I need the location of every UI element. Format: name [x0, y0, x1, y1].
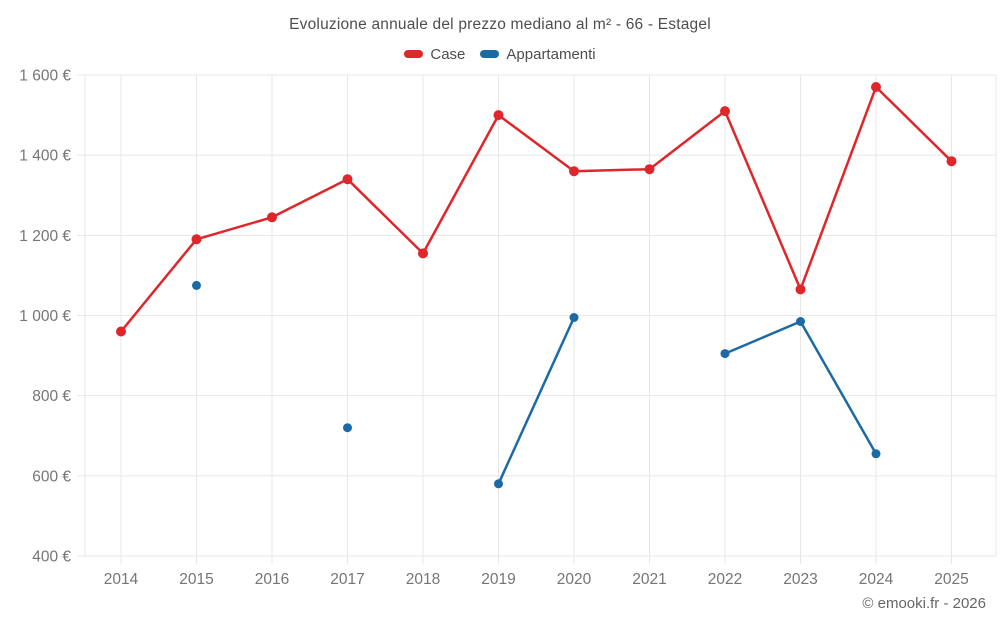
legend-label-appartamenti: Appartamenti [506, 45, 596, 63]
data-point[interactable] [795, 284, 806, 295]
y-axis-tick-label: 600 € [32, 468, 71, 485]
data-point[interactable] [116, 326, 126, 337]
series-case [116, 82, 957, 337]
legend-item-appartamenti[interactable]: Appartamenti [480, 45, 596, 63]
y-axis-tick-label: 1 400 € [19, 148, 71, 165]
series-appartamenti [192, 280, 881, 489]
y-axis-tick-label: 400 € [32, 549, 71, 566]
axis-ticks [77, 74, 952, 564]
x-axis-tick-label: 2019 [481, 571, 515, 588]
x-axis-tick-label: 2022 [708, 571, 742, 588]
copyright-credit: © emooki.fr - 2026 [862, 595, 986, 612]
data-point[interactable] [569, 313, 579, 322]
data-point[interactable] [871, 449, 881, 459]
chart-title: Evoluzione annuale del prezzo mediano al… [289, 16, 711, 33]
legend-label-case: Case [430, 45, 466, 63]
series-line-case [119, 85, 953, 333]
x-axis-tick-label: 2021 [632, 571, 666, 588]
x-axis-tick-label: 2018 [406, 571, 440, 588]
x-axis-tick-label: 2016 [255, 571, 289, 588]
data-point[interactable] [192, 280, 201, 290]
chart-legend: Case Appartamenti [0, 44, 1000, 64]
data-point[interactable] [871, 82, 881, 92]
data-point[interactable] [418, 248, 428, 259]
data-point[interactable] [569, 166, 579, 177]
data-point[interactable] [493, 110, 504, 121]
data-point[interactable] [946, 156, 957, 167]
data-point[interactable] [342, 174, 353, 185]
legend-item-case[interactable]: Case [404, 46, 465, 63]
x-axis-tick-label: 2023 [783, 571, 817, 588]
x-axis-tick-label: 2025 [934, 571, 968, 588]
series-line-appartamenti [497, 316, 878, 486]
y-axis-tick-label: 1 000 € [19, 308, 71, 325]
x-axis-tick-label: 2024 [859, 571, 894, 588]
data-point[interactable] [796, 317, 805, 326]
x-axis-tick-label: 2014 [104, 571, 139, 588]
x-axis-tick-label: 2017 [330, 571, 364, 588]
data-point[interactable] [644, 164, 655, 175]
data-point[interactable] [191, 234, 202, 245]
data-point[interactable] [720, 349, 730, 359]
legend-swatch-appartamenti-icon [480, 50, 500, 58]
axis-labels: 400 € 600 € 800 € 1 000 € 1 200 € 1 400 € 1 60… [19, 68, 968, 589]
x-axis-tick-label: 2015 [179, 571, 213, 588]
data-point[interactable] [343, 423, 352, 433]
legend-swatch-case-icon [404, 50, 424, 58]
data-point[interactable] [720, 106, 730, 117]
y-axis-tick-label: 800 € [32, 388, 71, 405]
data-point[interactable] [494, 479, 503, 489]
data-point[interactable] [267, 212, 277, 223]
y-axis-tick-label: 1 200 € [19, 228, 71, 245]
y-axis-tick-label: 1 600 € [19, 68, 71, 85]
x-axis-tick-label: 2020 [557, 571, 592, 588]
